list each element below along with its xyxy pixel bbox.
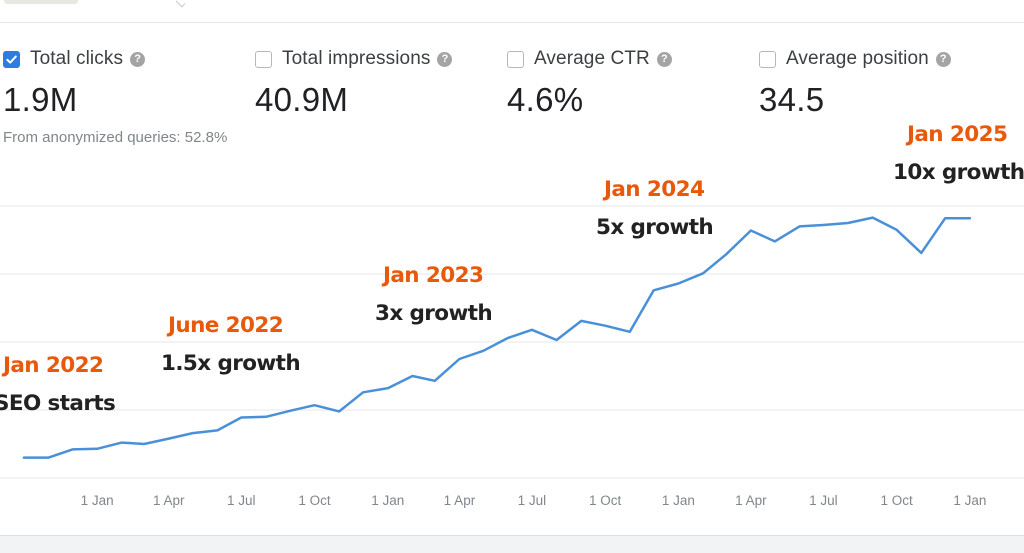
data-point[interactable] [502,332,514,344]
annotation-jan-2022: Jan 2022 SEO starts [0,353,116,416]
metric-average-ctr[interactable]: Average CTR ? 4.6% [507,46,672,119]
data-point[interactable] [116,437,128,449]
metric-label: Total impressions [282,48,431,69]
data-point[interactable] [285,405,297,417]
data-point[interactable] [915,247,927,259]
data-point[interactable] [624,326,636,338]
metric-value: 4.6% [507,81,584,118]
data-point[interactable] [382,382,394,394]
data-point[interactable] [891,224,903,236]
data-point[interactable] [526,324,538,336]
data-point[interactable] [842,217,854,229]
data-point[interactable] [817,219,829,231]
annotation-date: Jan 2024 [604,177,705,202]
annotation-text: 5x growth [596,215,714,240]
metric-value: 34.5 [759,81,825,118]
data-point[interactable] [429,375,441,387]
x-tick-label: 1 Jan [662,493,695,508]
data-point[interactable] [697,267,709,279]
metric-value: 40.9M [255,81,349,118]
data-point[interactable] [477,345,489,357]
data-point[interactable] [867,212,879,224]
checkbox-average-ctr[interactable] [507,50,524,68]
checkbox-total-clicks[interactable] [3,50,20,68]
data-point[interactable] [794,220,806,232]
annotation-jan-2025: Jan 2025 10x growth [893,122,1024,185]
metric-label: Total clicks [30,48,124,69]
data-point[interactable] [211,424,223,436]
x-tick-label: 1 Jul [518,493,547,508]
data-point[interactable] [187,427,199,439]
data-point[interactable] [453,353,465,365]
x-tick-label: 1 Oct [880,493,913,508]
data-point[interactable] [769,235,781,247]
data-point[interactable] [260,411,272,423]
annotation-jan-2023: Jan 2023 3x growth [375,263,493,326]
x-tick-label: 1 Jan [953,493,986,508]
help-circle-icon[interactable]: ? [130,51,146,67]
data-point[interactable] [720,248,732,260]
x-tick-label: 1 Oct [589,493,622,508]
data-point[interactable] [407,370,419,382]
data-point[interactable] [357,386,369,398]
annotation-date: Jan 2025 [907,122,1008,147]
annotation-text: 10x growth [893,160,1024,185]
annotation-jan-2024: Jan 2024 5x growth [596,177,714,240]
data-point[interactable] [91,443,103,455]
data-point[interactable] [163,433,175,445]
anonymized-queries-note: From anonymized queries: 52.8% [3,129,228,146]
top-thumbnail [4,0,78,4]
data-point[interactable] [599,320,611,332]
chevron-down-icon[interactable] [175,0,186,8]
x-tick-label: 1 Jul [809,493,838,508]
annotation-date: June 2022 [168,313,284,338]
x-tick-label: 1 Apr [735,493,767,508]
data-point[interactable] [551,334,563,346]
clicks-line-chart: 1 Jan 1 Apr 1 Jul 1 Oct 1 Jan 1 Apr 1 Jul 1 Oct… [0,205,1024,508]
data-point[interactable] [138,438,150,450]
x-tick-label: 1 Jan [371,493,404,508]
help-circle-icon[interactable]: ? [656,51,672,67]
top-strip [0,0,1024,23]
annotation-text: 3x growth [375,301,493,326]
grid-lines [0,205,1024,479]
bottom-bar [0,535,1024,553]
metric-label: Average CTR [534,48,650,69]
metric-average-position[interactable]: Average position ? 34.5 [759,46,951,119]
data-point[interactable] [964,212,976,224]
data-point[interactable] [18,452,30,464]
x-tick-label: 1 Apr [153,493,185,508]
annotation-date: Jan 2023 [383,263,484,288]
data-point[interactable] [648,284,660,296]
annotation-text: 1.5x growth [161,351,301,376]
help-circle-icon[interactable]: ? [935,51,951,67]
data-point[interactable] [745,225,757,237]
annotation-june-2022: June 2022 1.5x growth [161,313,301,376]
x-axis-ticks: 1 Jan 1 Apr 1 Jul 1 Oct 1 Jan 1 Apr 1 Jul 1 Oct… [81,493,987,508]
metric-total-impressions[interactable]: Total impressions ? 40.9M [255,46,453,119]
data-point[interactable] [333,405,345,417]
series-layer [18,212,976,464]
x-tick-label: 1 Jul [227,493,256,508]
series-line-total-clicks[interactable] [22,216,972,459]
data-point[interactable] [309,399,321,411]
x-tick-label: 1 Oct [298,493,331,508]
data-point[interactable] [235,412,247,424]
checkbox-average-position[interactable] [759,50,776,68]
data-point[interactable] [939,212,951,224]
metric-value: 1.9M [3,81,78,118]
checkbox-total-impressions[interactable] [255,50,272,68]
annotation-text: SEO starts [0,391,116,416]
data-point[interactable] [575,315,587,327]
x-tick-label: 1 Apr [444,493,476,508]
annotation-date: Jan 2022 [3,353,104,378]
metric-label: Average position [786,48,929,69]
data-point[interactable] [672,278,684,290]
help-circle-icon[interactable]: ? [437,51,453,67]
data-point[interactable] [67,443,79,455]
x-tick-label: 1 Jan [81,493,114,508]
checkmark-icon [6,55,17,64]
metric-total-clicks[interactable]: Total clicks ? 1.9M [3,46,146,119]
data-point[interactable] [43,452,55,464]
